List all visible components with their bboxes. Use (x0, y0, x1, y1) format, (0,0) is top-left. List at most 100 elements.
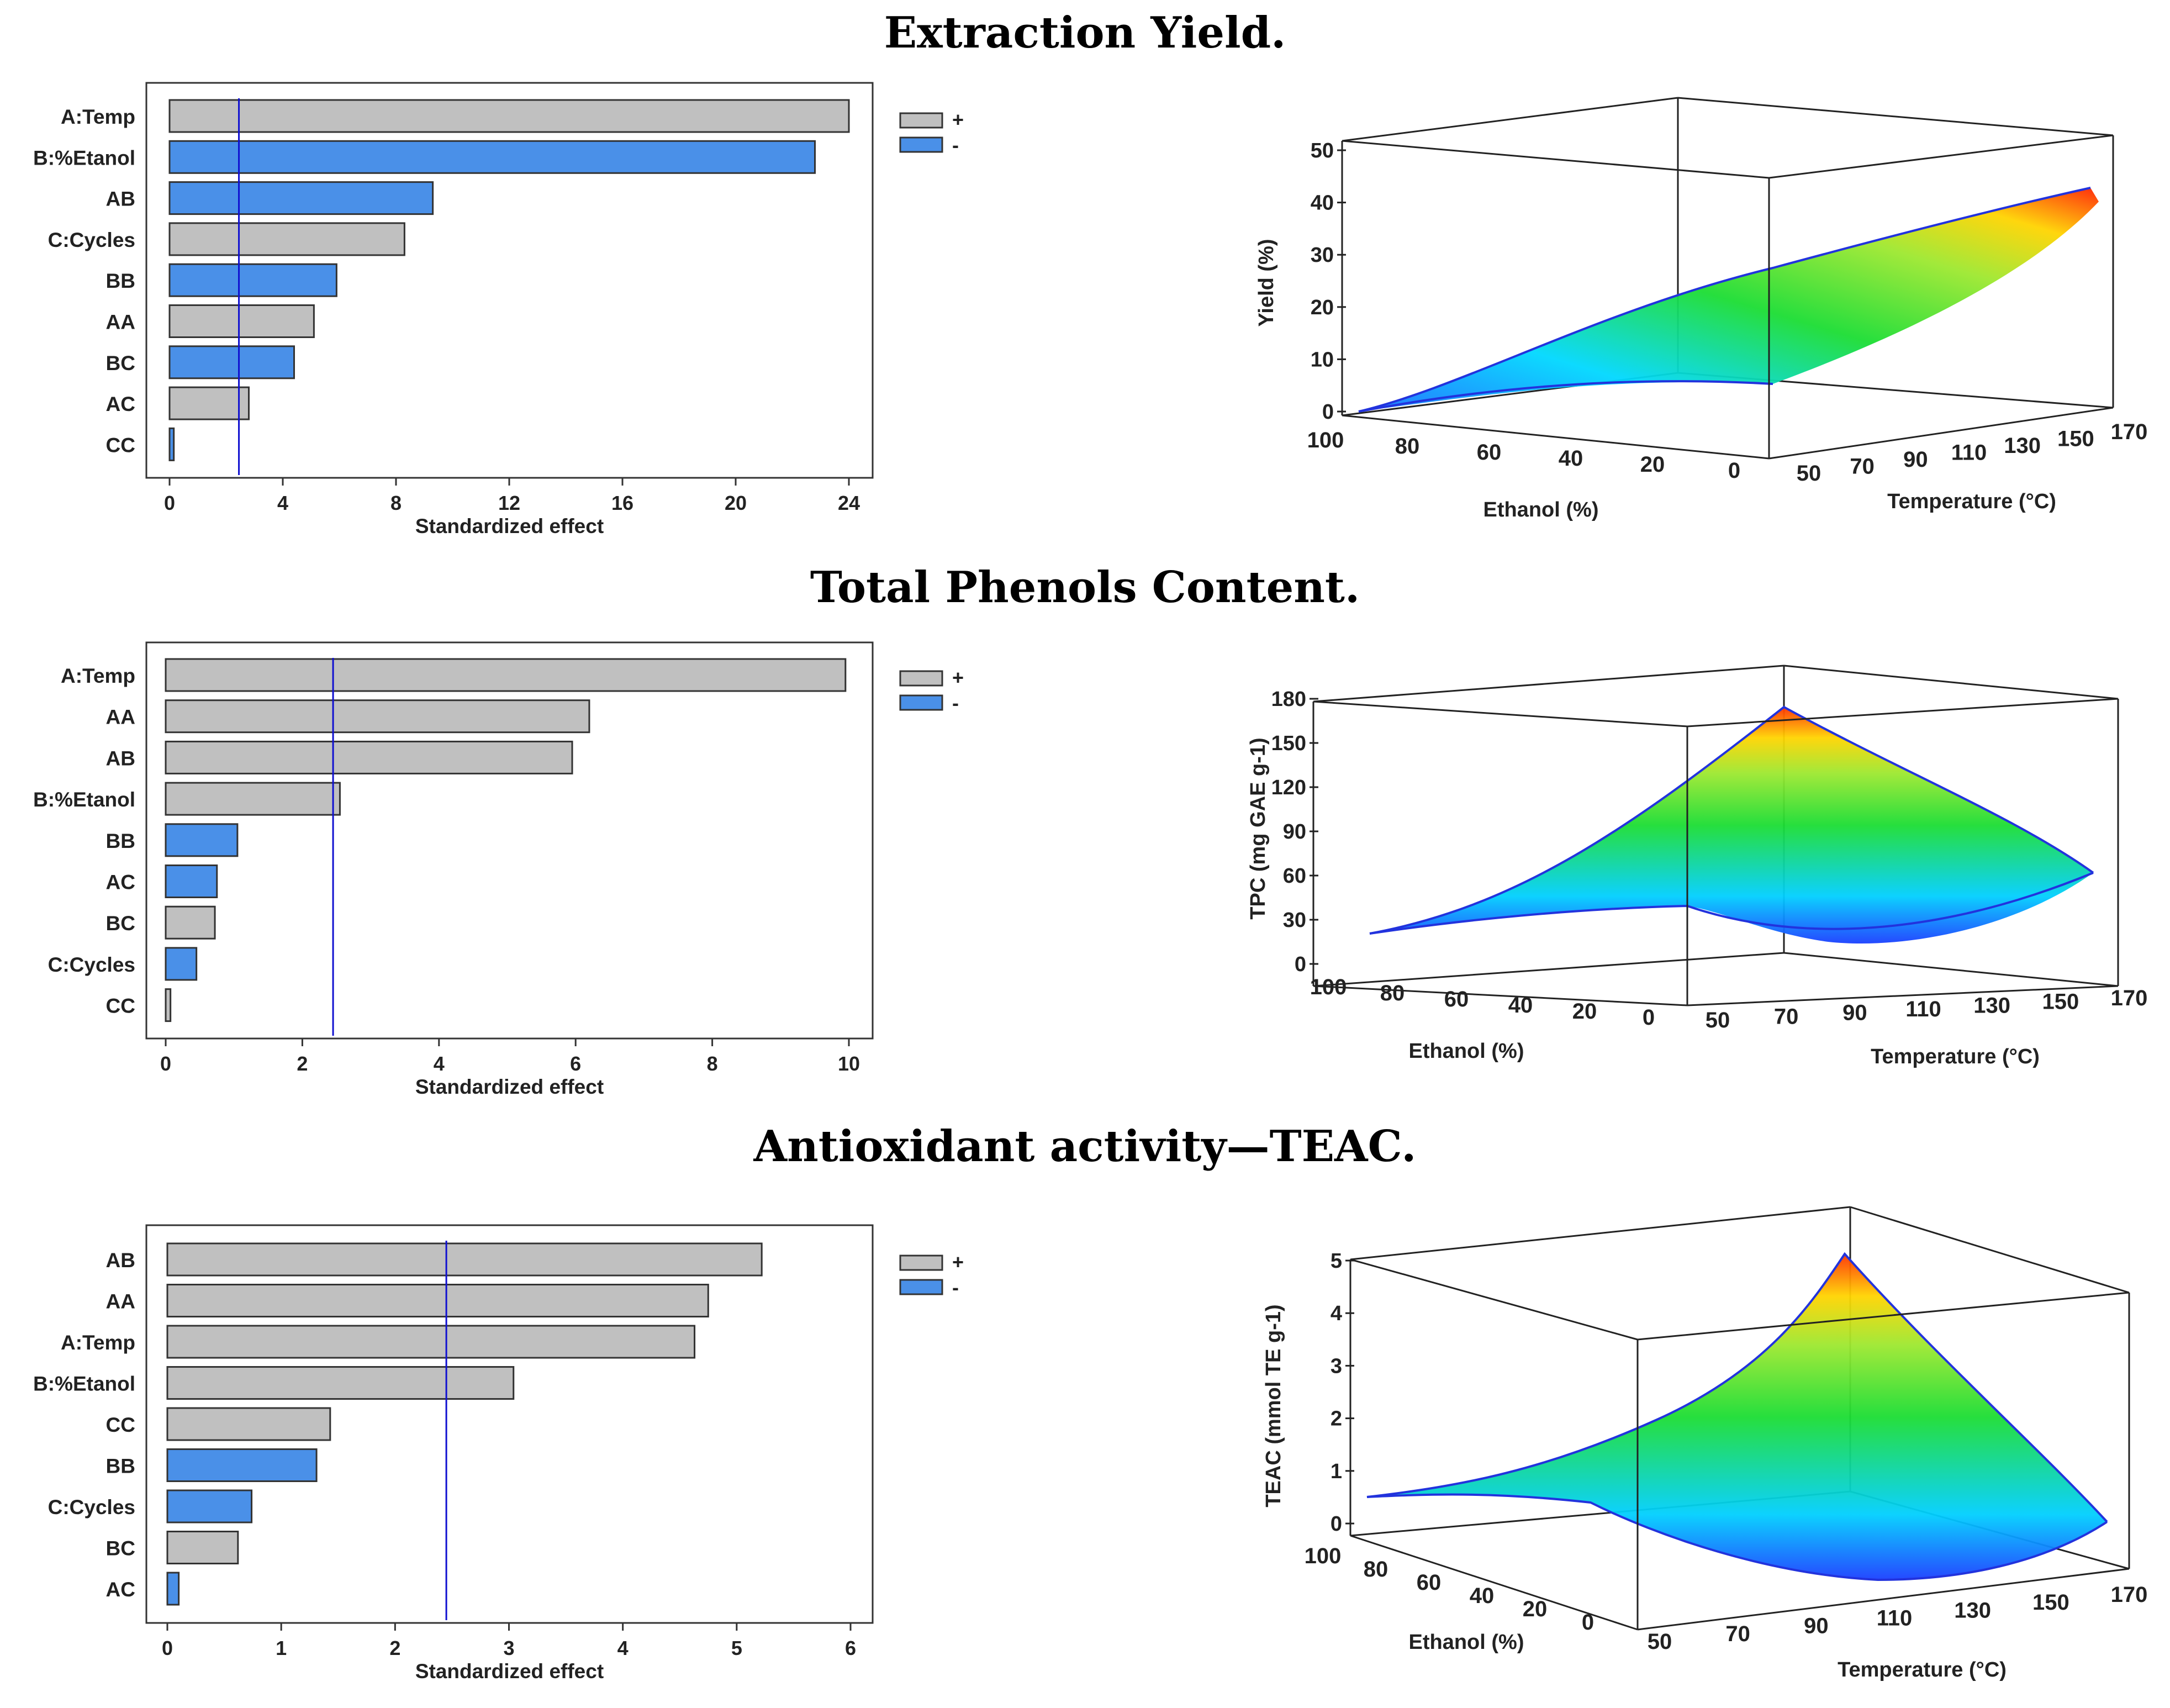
y-tick-label: 90 (1804, 1614, 1829, 1638)
category-label: BC (106, 912, 135, 935)
legend-swatch-minus (899, 694, 943, 711)
panel-title-yield: Extraction Yield. (884, 8, 1286, 58)
box-edge (1768, 407, 2114, 460)
box-edge (1783, 952, 2119, 987)
bar (168, 345, 295, 379)
x-tick-label: 6 (570, 1052, 581, 1075)
x-tick-label: 2 (389, 1637, 400, 1659)
x-axis-label: Standardized effect (415, 515, 604, 537)
box-edge (1768, 134, 2114, 179)
z-tick-label: 3 (1330, 1354, 1342, 1378)
y-axis-label: Temperature (°C) (1838, 1658, 2007, 1681)
x-tick-label: 60 (1444, 987, 1469, 1011)
y-tick-label: 70 (1774, 1004, 1799, 1029)
category-label: AC (106, 871, 135, 894)
bar (165, 988, 172, 1022)
category-label: AB (106, 1249, 135, 1272)
z-tick-label: 150 (1271, 732, 1306, 755)
category-label: AB (106, 188, 135, 210)
box-edge (1342, 140, 1770, 179)
x-tick-label: 5 (731, 1637, 742, 1659)
x-tick-label: 40 (1559, 446, 1583, 471)
bar (168, 181, 434, 215)
bar (166, 1448, 318, 1482)
panel-title-tpc: Total Phenols Content. (810, 562, 1360, 613)
bar (166, 1531, 239, 1564)
z-tick-label: 0 (1330, 1512, 1342, 1536)
z-tick-label: 0 (1295, 953, 1306, 976)
bar (168, 386, 250, 420)
box-edge (1313, 700, 1688, 728)
box-edge (1637, 1291, 2130, 1341)
x-tick-label: 60 (1417, 1570, 1442, 1595)
z-tick-label: 20 (1311, 296, 1334, 319)
category-label: C:Cycles (48, 229, 135, 251)
x-axis-label: Standardized effect (415, 1660, 604, 1683)
surface-plot-1: 0 30 60 90 120 150 180 TPC (mg GAE g-1) 100 80 60 4… (1247, 665, 2148, 1068)
bar (168, 99, 850, 133)
legend-swatch-plus (899, 1254, 943, 1271)
y-tick-label: 170 (2111, 986, 2148, 1010)
z-axis-label: Yield (%) (1255, 239, 1278, 326)
z-tick-label: 30 (1283, 909, 1306, 932)
x-tick-label: 8 (707, 1052, 718, 1075)
bar (165, 864, 218, 898)
x-axis-label: Ethanol (%) (1409, 1040, 1524, 1063)
box-edge (1637, 1568, 2130, 1631)
category-label: C:Cycles (48, 953, 135, 976)
x-tick-label: 60 (1477, 440, 1502, 465)
category-label: A:Temp (61, 1331, 135, 1354)
bar (166, 1242, 763, 1277)
bar (165, 782, 341, 816)
y-tick-label: 90 (1903, 447, 1928, 472)
box-edge (1350, 1206, 1851, 1261)
box-edge (1350, 1535, 1638, 1631)
box-edge (1783, 665, 2119, 700)
x-tick-label: 8 (390, 492, 402, 514)
y-tick-label: 50 (1648, 1630, 1672, 1654)
z-tick-label: 1 (1330, 1460, 1342, 1483)
x-tick-label: 10 (838, 1052, 860, 1075)
bar (165, 740, 573, 774)
category-label: B:%Etanol (33, 788, 135, 811)
response-surface (1359, 188, 2099, 412)
response-surface (1367, 1254, 2107, 1580)
bar (168, 304, 315, 338)
box-edge (1313, 985, 1688, 1006)
y-tick-label: 130 (1954, 1598, 1991, 1622)
z-tick-label: 90 (1283, 820, 1306, 844)
z-tick-label: 120 (1271, 776, 1306, 799)
category-label: A:Temp (61, 665, 135, 687)
z-tick-label: 4 (1330, 1302, 1342, 1325)
category-label: A:Temp (61, 106, 135, 128)
bar (168, 427, 175, 461)
bar (166, 1407, 331, 1441)
x-tick-label: 4 (617, 1637, 629, 1659)
x-tick-label: 0 (164, 492, 175, 514)
bar (165, 905, 216, 940)
box-edge (1350, 1258, 1638, 1341)
category-label: AB (106, 747, 135, 769)
x-tick-label: 16 (611, 492, 633, 514)
x-tick-label: 0 (1728, 458, 1740, 483)
y-tick-label: 110 (1951, 441, 1987, 465)
x-tick-label: 20 (1640, 452, 1665, 477)
pareto-chart-0: A:Temp B:%Etanol AB C:Cycles BB AA BC AC CC 0 4 8 12… (33, 82, 964, 537)
surface-edge (1358, 187, 2091, 413)
box-edge (1313, 665, 1784, 703)
surface-edge (1366, 1493, 2108, 1582)
y-tick-label: 150 (2032, 1590, 2069, 1615)
category-label: CC (106, 995, 135, 1018)
legend-swatch-minus (899, 136, 943, 153)
z-tick-label: 2 (1330, 1407, 1342, 1431)
bar (165, 699, 590, 734)
legend-swatch-plus (899, 112, 943, 129)
x-tick-label: 100 (1310, 975, 1347, 999)
bar (166, 1325, 696, 1359)
category-label: AA (106, 311, 135, 334)
x-tick-label: 4 (277, 492, 288, 514)
x-axis-label: Ethanol (%) (1409, 1631, 1524, 1654)
box-edge (1342, 97, 1678, 142)
category-label: BB (106, 830, 135, 852)
z-axis-label: TPC (mg GAE g-1) (1247, 737, 1270, 919)
